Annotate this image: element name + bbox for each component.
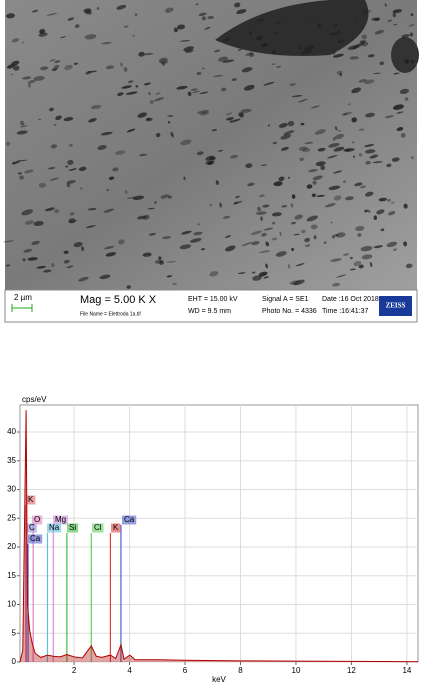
- y-tick-label: 40: [7, 427, 16, 436]
- element-label: Ca: [124, 515, 135, 524]
- date: Date :16 Oct 2018: [322, 296, 379, 303]
- logo: ZEISS: [386, 302, 406, 310]
- sem-image: 2 µm Mag = 5.00 K X File Name = Elettrod…: [3, 0, 419, 322]
- x-tick-label: 2: [72, 666, 77, 675]
- photo: Photo No. = 4336: [262, 308, 317, 315]
- x-tick-label: 6: [183, 666, 188, 675]
- element-label: Si: [69, 523, 76, 532]
- x-tick-label: 10: [292, 666, 301, 675]
- file-name: File Name = Elettroda 1a.tif: [80, 311, 141, 317]
- time: Time :16:41:37: [322, 308, 369, 315]
- signal: Signal A = SE1: [262, 296, 309, 303]
- y-tick-label: 20: [7, 542, 16, 551]
- y-tick-label: 0: [12, 657, 17, 666]
- x-axis-label: keV: [212, 675, 226, 684]
- y-tick-label: 35: [7, 456, 16, 465]
- plot-area: [20, 405, 418, 662]
- sem-pore: [391, 37, 419, 73]
- x-tick-label: 8: [238, 666, 243, 675]
- element-label: K: [28, 495, 34, 504]
- eht: EHT = 15.00 kV: [188, 296, 238, 303]
- scale-label: 2 µm: [14, 293, 32, 302]
- sem-background: [5, 0, 417, 290]
- element-label: Na: [49, 523, 60, 532]
- element-label: C: [29, 523, 35, 532]
- element-label: K: [113, 523, 119, 532]
- element-label: O: [34, 515, 40, 524]
- y-tick-label: 15: [7, 571, 16, 580]
- info-bar: [5, 290, 417, 322]
- element-label: Ca: [30, 534, 41, 543]
- y-tick-label: 30: [7, 485, 16, 494]
- x-tick-label: 12: [347, 666, 356, 675]
- wd: WD = 9.5 mm: [188, 308, 231, 315]
- figure: 2 µm Mag = 5.00 K X File Name = Elettrod…: [0, 0, 421, 684]
- x-tick-label: 14: [402, 666, 411, 675]
- mag: Mag = 5.00 K X: [80, 294, 157, 306]
- y-axis-label: cps/eV: [22, 395, 47, 404]
- y-tick-label: 25: [7, 513, 16, 522]
- y-tick-label: 5: [12, 628, 17, 637]
- x-tick-label: 4: [127, 666, 132, 675]
- element-label: Cl: [94, 523, 102, 532]
- y-tick-label: 10: [7, 600, 16, 609]
